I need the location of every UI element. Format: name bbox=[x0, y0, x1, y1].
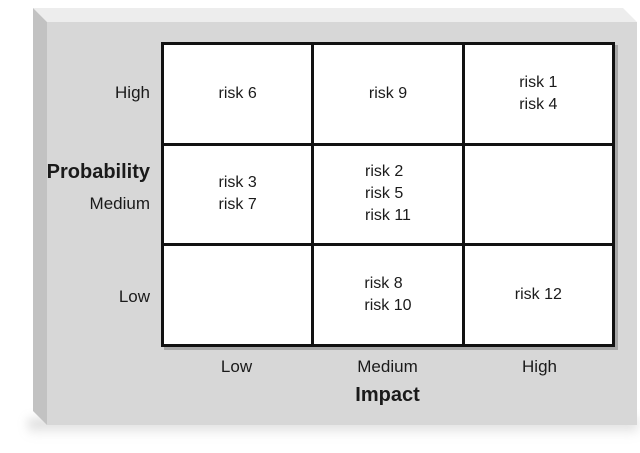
impact-label-medium: Medium bbox=[357, 357, 418, 376]
probability-label-high: High bbox=[115, 83, 150, 102]
risk-item: risk 1 bbox=[519, 73, 558, 91]
risk-matrix-grid: risk 6 risk 9 risk 1 risk 4 risk 3 risk … bbox=[161, 42, 615, 347]
risk-item: risk 8 bbox=[364, 275, 403, 293]
cell-risk-list: risk 2 risk 5 risk 11 bbox=[365, 161, 411, 227]
cell-risk-list: risk 12 bbox=[515, 284, 562, 306]
probability-label-low: Low bbox=[118, 287, 150, 306]
risk-item: risk 6 bbox=[218, 84, 257, 102]
risk-item: risk 11 bbox=[365, 207, 411, 225]
cell-risk-list: risk 8 risk 10 bbox=[364, 273, 411, 317]
impact-label-low: Low bbox=[220, 357, 253, 376]
cell-risk-list: risk 3 risk 7 bbox=[219, 172, 257, 216]
risk-item: risk 10 bbox=[364, 297, 412, 315]
matrix-cell-high-high: risk 1 risk 4 bbox=[464, 45, 612, 143]
matrix-cell-low-low bbox=[164, 246, 312, 344]
risk-item: risk 9 bbox=[368, 84, 408, 102]
cell-risk-list: risk 1 risk 4 bbox=[519, 72, 557, 116]
risk-item: risk 3 bbox=[218, 174, 257, 192]
x-axis-title: Impact bbox=[355, 384, 420, 406]
matrix-cell-high-medium: risk 9 bbox=[314, 45, 462, 143]
probability-label-medium: Medium bbox=[89, 194, 150, 213]
matrix-cell-medium-medium: risk 2 risk 5 risk 11 bbox=[314, 145, 462, 244]
risk-item: risk 2 bbox=[365, 163, 404, 181]
y-axis-title: Probability bbox=[46, 161, 150, 183]
risk-item: risk 7 bbox=[218, 196, 257, 214]
y-axis-label-group: Probability Medium bbox=[20, 160, 150, 214]
matrix-cell-low-high: risk 12 bbox=[464, 246, 612, 344]
matrix-cell-low-medium: risk 8 risk 10 bbox=[314, 246, 462, 344]
matrix-cell-medium-high bbox=[464, 145, 612, 244]
panel-bevel-top-edge bbox=[33, 8, 637, 22]
matrix-cell-high-low: risk 6 bbox=[164, 45, 312, 143]
risk-item: risk 12 bbox=[514, 286, 562, 304]
impact-label-high: High bbox=[522, 357, 557, 376]
cell-risk-list: risk 6 bbox=[219, 83, 257, 105]
cell-risk-list: risk 9 bbox=[369, 83, 407, 105]
panel-bevel-left-edge bbox=[33, 8, 47, 425]
matrix-cell-medium-low: risk 3 risk 7 bbox=[164, 145, 312, 244]
risk-item: risk 5 bbox=[365, 185, 404, 203]
risk-item: risk 4 bbox=[519, 95, 558, 113]
